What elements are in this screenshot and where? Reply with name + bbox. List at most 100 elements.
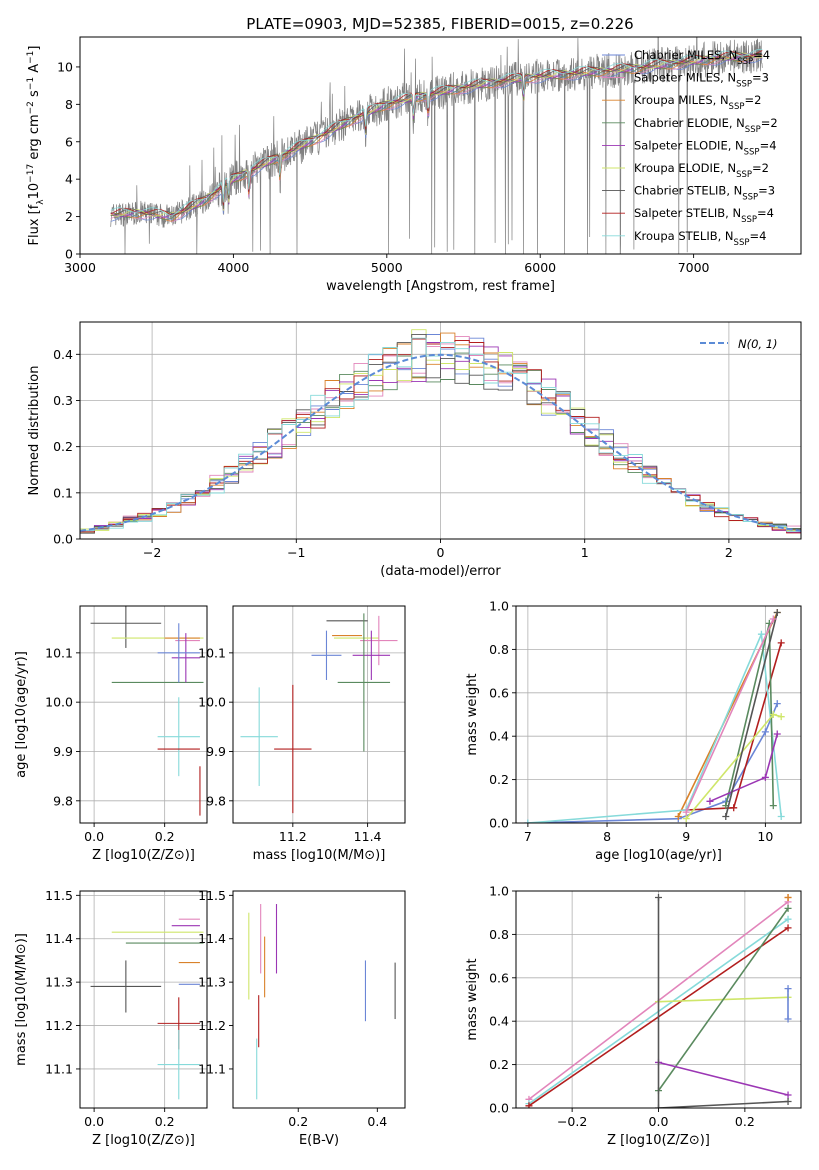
x-tick-label: 11.2 xyxy=(279,829,307,844)
weight-line-chabrier-stelib xyxy=(725,612,779,817)
y-tick-label: 11.4 xyxy=(198,931,226,946)
y-tick-label: 0.8 xyxy=(489,927,509,942)
axes-frame xyxy=(79,321,802,540)
plot-area-spectrum xyxy=(110,37,763,254)
x-tick-label: 8 xyxy=(603,829,611,844)
axes-frame xyxy=(232,605,406,824)
y-tick-label: 1.0 xyxy=(489,884,509,899)
weight-marker xyxy=(674,812,682,820)
errorbar-point xyxy=(157,623,200,683)
weight-marker xyxy=(769,615,777,623)
weight-marker xyxy=(784,1091,792,1099)
y-tick-label: 0.4 xyxy=(489,1014,509,1029)
axes-frame xyxy=(79,890,208,1109)
y-tick-label: 11.3 xyxy=(45,975,73,990)
y-tick-label: 10.1 xyxy=(45,645,73,660)
weight-marker xyxy=(706,797,714,805)
legend-entry: Salpeter STELIB, NSSP=4 xyxy=(634,206,774,225)
y-tick-label: 10.0 xyxy=(198,695,226,710)
x-axis-label: age [log10(age/yr)] xyxy=(595,848,722,863)
errorbar-point xyxy=(311,630,342,680)
weight-marker xyxy=(655,894,662,902)
legend-entry: Salpeter MILES, NSSP=3 xyxy=(634,71,769,90)
weight-marker xyxy=(682,808,690,816)
weight-marker xyxy=(784,1015,792,1023)
errorbar-point xyxy=(240,687,278,787)
errorbar-point xyxy=(90,606,162,648)
errorbar-point xyxy=(157,1029,200,1100)
y-tick-label: 0.6 xyxy=(489,685,509,700)
panel-age-mass: 11.2 11.4 9.8 9.9 10.0 10.1 mass [log10(M/M⊙)] xyxy=(198,605,406,863)
y-tick-label: 11.4 xyxy=(45,931,73,946)
y-tick-label: 10.1 xyxy=(198,645,226,660)
y-tick-label: 8 xyxy=(65,97,73,112)
weight-marker xyxy=(655,1104,662,1108)
x-tick-label: 10 xyxy=(757,829,773,844)
x-tick-label: 0.2 xyxy=(155,1114,175,1129)
weight-marker xyxy=(784,904,792,912)
panel-spectrum: 3000 4000 5000 6000 7000 0 2 4 6 8 10 wavelength [A… xyxy=(26,36,802,294)
legend-entry: Salpeter ELODIE, NSSP=4 xyxy=(634,138,777,157)
weight-line-salpeter-elodie xyxy=(658,1061,789,1096)
axes-frame xyxy=(79,36,802,255)
weight-marker xyxy=(784,924,792,932)
x-tick-label: −0.2 xyxy=(557,1114,587,1129)
legend-entry: N(0, 1) xyxy=(738,337,778,351)
x-axis-label: mass [log10(M/M⊙)] xyxy=(253,848,386,863)
errorbar-point xyxy=(274,684,312,814)
weight-marker xyxy=(769,802,777,810)
weight-marker xyxy=(761,728,769,736)
legend-spectrum: Chabrier MILES, NSSP=4 Salpeter MILES, NS… xyxy=(602,48,778,248)
legend-entry: Chabrier MILES, NSSP=4 xyxy=(634,48,770,67)
plot-area-mass-EBV xyxy=(248,904,396,1100)
panel-age-Z: 0.0 0.2 9.8 9.9 10.0 10.1 Z [log10(Z/Z⊙)] age [… xyxy=(14,605,208,863)
plot-area-residuals xyxy=(80,329,801,534)
errorbar-point xyxy=(171,633,200,683)
x-tick-label: 0 xyxy=(437,545,445,560)
weight-marker xyxy=(777,639,785,647)
weight-marker xyxy=(773,730,781,738)
hist-kroupa-stelib xyxy=(80,337,801,532)
panel-weight-Z: −0.2 0.0 0.2 0.0 0.2 0.4 0.6 0.8 1.0 Z [log10(Z/Z… xyxy=(465,884,802,1148)
plot-area-age-Z xyxy=(90,606,204,816)
y-axis-label: age [log10(age/yr)] xyxy=(14,651,29,778)
legend-entry: Chabrier STELIB, NSSP=3 xyxy=(634,184,775,203)
y-tick-label: 0.6 xyxy=(489,970,509,985)
weight-marker xyxy=(773,609,781,617)
weight-marker xyxy=(757,630,765,638)
figure-title: PLATE=0903, MJD=52385, FIBERID=0015, z=0… xyxy=(246,15,633,33)
weight-marker xyxy=(773,700,781,708)
weight-line-salpeter-miles xyxy=(685,618,775,813)
plot-area-age-mass xyxy=(240,613,398,814)
x-tick-label: 0.0 xyxy=(84,1114,104,1129)
panel-mass-EBV: 0.2 0.4 11.1 11.2 11.3 11.4 11.5 E(B-V) xyxy=(198,888,406,1148)
x-axis-label: Z [log10(Z/Z⊙)] xyxy=(92,848,195,863)
x-tick-label: −2 xyxy=(143,545,161,560)
weight-marker xyxy=(524,819,532,823)
model-line-chabrier-stelib xyxy=(110,51,763,217)
y-tick-label: 0.0 xyxy=(53,532,73,547)
weight-marker xyxy=(730,804,738,812)
y-tick-label: 9.9 xyxy=(53,744,73,759)
y-tick-label: 0.4 xyxy=(489,729,509,744)
legend-entry: Chabrier ELODIE, NSSP=2 xyxy=(634,116,778,135)
x-axis-label: Z [log10(Z/Z⊙)] xyxy=(92,1133,195,1148)
x-axis-label: (data-model)/error xyxy=(380,564,501,579)
plot-area-mass-Z xyxy=(90,918,204,1100)
grid-weight-age xyxy=(516,605,801,824)
x-tick-label: −1 xyxy=(287,545,305,560)
x-tick-label: 9 xyxy=(682,829,690,844)
y-tick-label: 0.0 xyxy=(489,816,509,831)
y-tick-label: 11.5 xyxy=(45,888,73,903)
x-tick-label: 2 xyxy=(725,545,733,560)
weight-marker xyxy=(682,815,690,823)
x-tick-label: 7 xyxy=(524,829,532,844)
errorbar-point xyxy=(157,697,200,777)
weight-line-chabrier-elodie xyxy=(657,907,789,1092)
axes-frame xyxy=(515,890,802,1109)
model-line-salpeter-stelib xyxy=(110,50,763,216)
weight-marker xyxy=(761,773,769,781)
y-axis-label: Flux [fλ10−17 erg cm−2 s−1 A−1] xyxy=(26,46,46,246)
weight-line-kroupa-stelib xyxy=(527,631,782,823)
y-tick-label: 1.0 xyxy=(489,599,509,614)
